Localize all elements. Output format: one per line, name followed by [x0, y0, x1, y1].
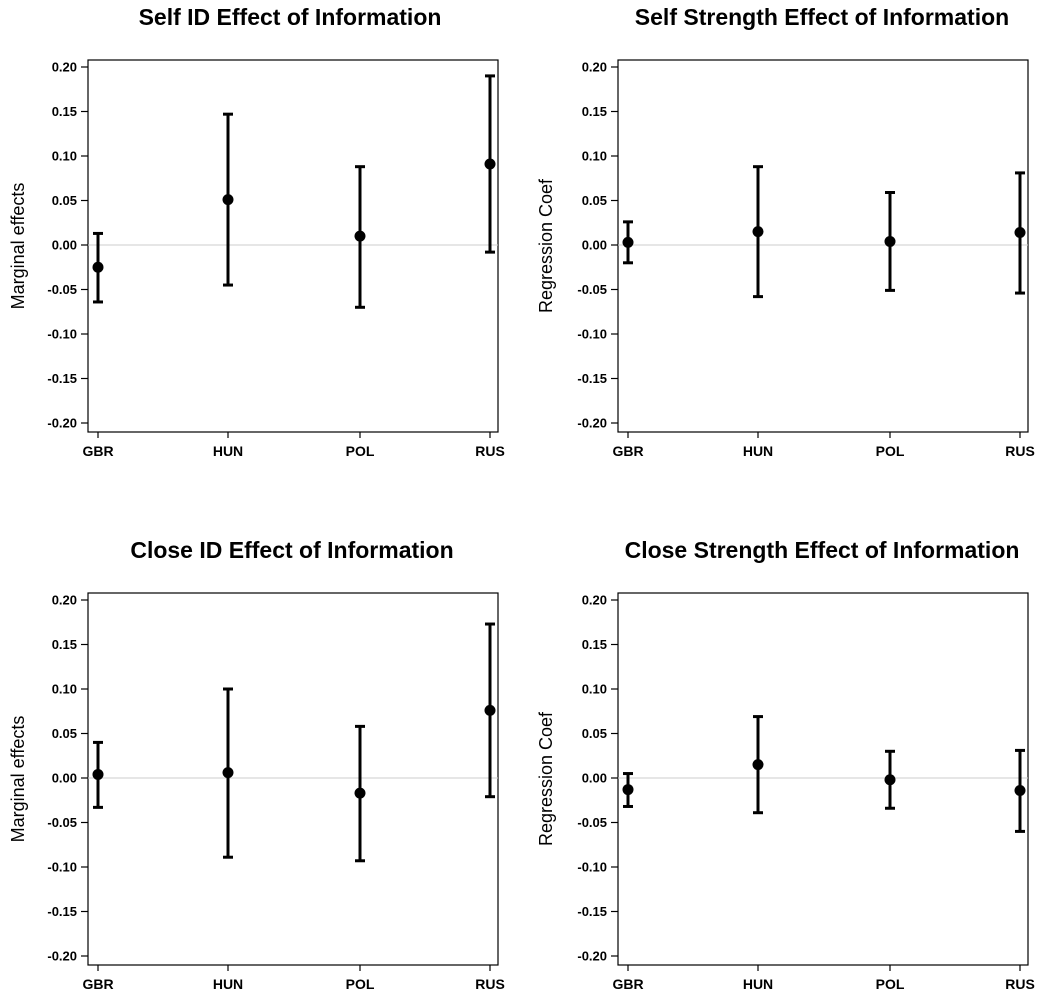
- data-point: [752, 226, 764, 238]
- y-tick-label: 0.05: [52, 193, 77, 208]
- y-tick-label: -0.05: [577, 282, 607, 297]
- chart-panel-3: Close ID Effect of Information 0.20 0.15 0.…: [8, 537, 505, 992]
- chart-title: Self ID Effect of Information: [139, 4, 442, 30]
- y-tick-label: 0.00: [582, 238, 607, 253]
- data-point: [222, 194, 234, 206]
- data-point: [484, 158, 496, 170]
- y-tick-label: 0.05: [52, 726, 77, 741]
- y-tick-label: -0.05: [47, 282, 77, 297]
- plot-frame: [617, 592, 1029, 966]
- x-tick-label: RUS: [1005, 976, 1035, 992]
- y-tick-label: 0.15: [582, 637, 607, 652]
- y-tick-label: -0.15: [47, 904, 77, 919]
- y-tick-label: 0.20: [52, 60, 77, 75]
- y-tick-label: -0.20: [47, 949, 77, 964]
- data-point: [92, 261, 104, 273]
- y-tick-label: 0.05: [582, 726, 607, 741]
- y-tick-label: 0.15: [52, 637, 77, 652]
- data-point: [622, 236, 634, 248]
- y-tick-label: -0.05: [577, 815, 607, 830]
- y-tick-label: 0.00: [52, 771, 77, 786]
- data-point: [222, 767, 234, 779]
- y-tick-label: -0.20: [577, 416, 607, 431]
- data-point: [484, 704, 496, 716]
- y-tick-label: -0.20: [577, 949, 607, 964]
- data-point: [92, 768, 104, 780]
- x-tick-label: RUS: [475, 976, 505, 992]
- y-tick-label: 0.10: [52, 682, 77, 697]
- x-tick-label: GBR: [82, 976, 113, 992]
- y-tick-label: -0.10: [577, 860, 607, 875]
- plot-frame: [87, 59, 499, 433]
- y-tick-label: 0.00: [582, 771, 607, 786]
- y-tick-label: 0.05: [582, 193, 607, 208]
- x-tick-label: GBR: [612, 976, 643, 992]
- y-tick-label: -0.15: [47, 371, 77, 386]
- y-tick-label: 0.10: [582, 682, 607, 697]
- data-point: [1014, 784, 1026, 796]
- chart-panel-4: Close Strength Effect of Information 0.20…: [536, 537, 1035, 992]
- chart-title: Self Strength Effect of Information: [635, 4, 1009, 30]
- y-tick-label: -0.10: [577, 327, 607, 342]
- x-tick-label: GBR: [612, 443, 643, 459]
- y-axis-label: Marginal effects: [8, 183, 28, 310]
- data-point: [1014, 227, 1026, 239]
- x-tick-label: RUS: [1005, 443, 1035, 459]
- y-tick-label: 0.10: [52, 149, 77, 164]
- y-tick-label: 0.10: [582, 149, 607, 164]
- y-tick-label: -0.10: [47, 860, 77, 875]
- data-point: [884, 235, 896, 247]
- y-tick-label: -0.15: [577, 371, 607, 386]
- x-tick-label: POL: [346, 443, 375, 459]
- y-axis-label: Regression Coef: [536, 178, 556, 313]
- plot-frame: [87, 592, 499, 966]
- x-tick-label: RUS: [475, 443, 505, 459]
- chart-panel-1: Self ID Effect of Information 0.20 0.15 0.1…: [8, 4, 505, 459]
- y-axis-label: Marginal effects: [8, 716, 28, 843]
- y-tick-label: 0.20: [52, 593, 77, 608]
- chart-title: Close ID Effect of Information: [130, 537, 453, 563]
- chart-title: Close Strength Effect of Information: [625, 537, 1020, 563]
- x-tick-label: POL: [876, 443, 905, 459]
- y-tick-label: 0.15: [582, 104, 607, 119]
- x-tick-label: POL: [346, 976, 375, 992]
- x-tick-label: HUN: [213, 443, 243, 459]
- x-tick-label: POL: [876, 976, 905, 992]
- data-point: [622, 784, 634, 796]
- data-point: [884, 774, 896, 786]
- x-tick-label: HUN: [213, 976, 243, 992]
- x-tick-label: GBR: [82, 443, 113, 459]
- data-point: [354, 787, 366, 799]
- x-tick-label: HUN: [743, 443, 773, 459]
- plot-frame: [617, 59, 1029, 433]
- y-tick-label: 0.00: [52, 238, 77, 253]
- data-point: [354, 230, 366, 242]
- y-tick-label: 0.20: [582, 60, 607, 75]
- y-tick-label: 0.20: [582, 593, 607, 608]
- y-tick-label: -0.10: [47, 327, 77, 342]
- data-point: [752, 759, 764, 771]
- y-tick-label: -0.15: [577, 904, 607, 919]
- x-tick-label: HUN: [743, 976, 773, 992]
- y-axis-label: Regression Coef: [536, 711, 556, 846]
- y-tick-label: -0.20: [47, 416, 77, 431]
- y-tick-label: -0.05: [47, 815, 77, 830]
- chart-panel-2: Self Strength Effect of Information 0.20 0…: [536, 4, 1035, 459]
- y-tick-label: 0.15: [52, 104, 77, 119]
